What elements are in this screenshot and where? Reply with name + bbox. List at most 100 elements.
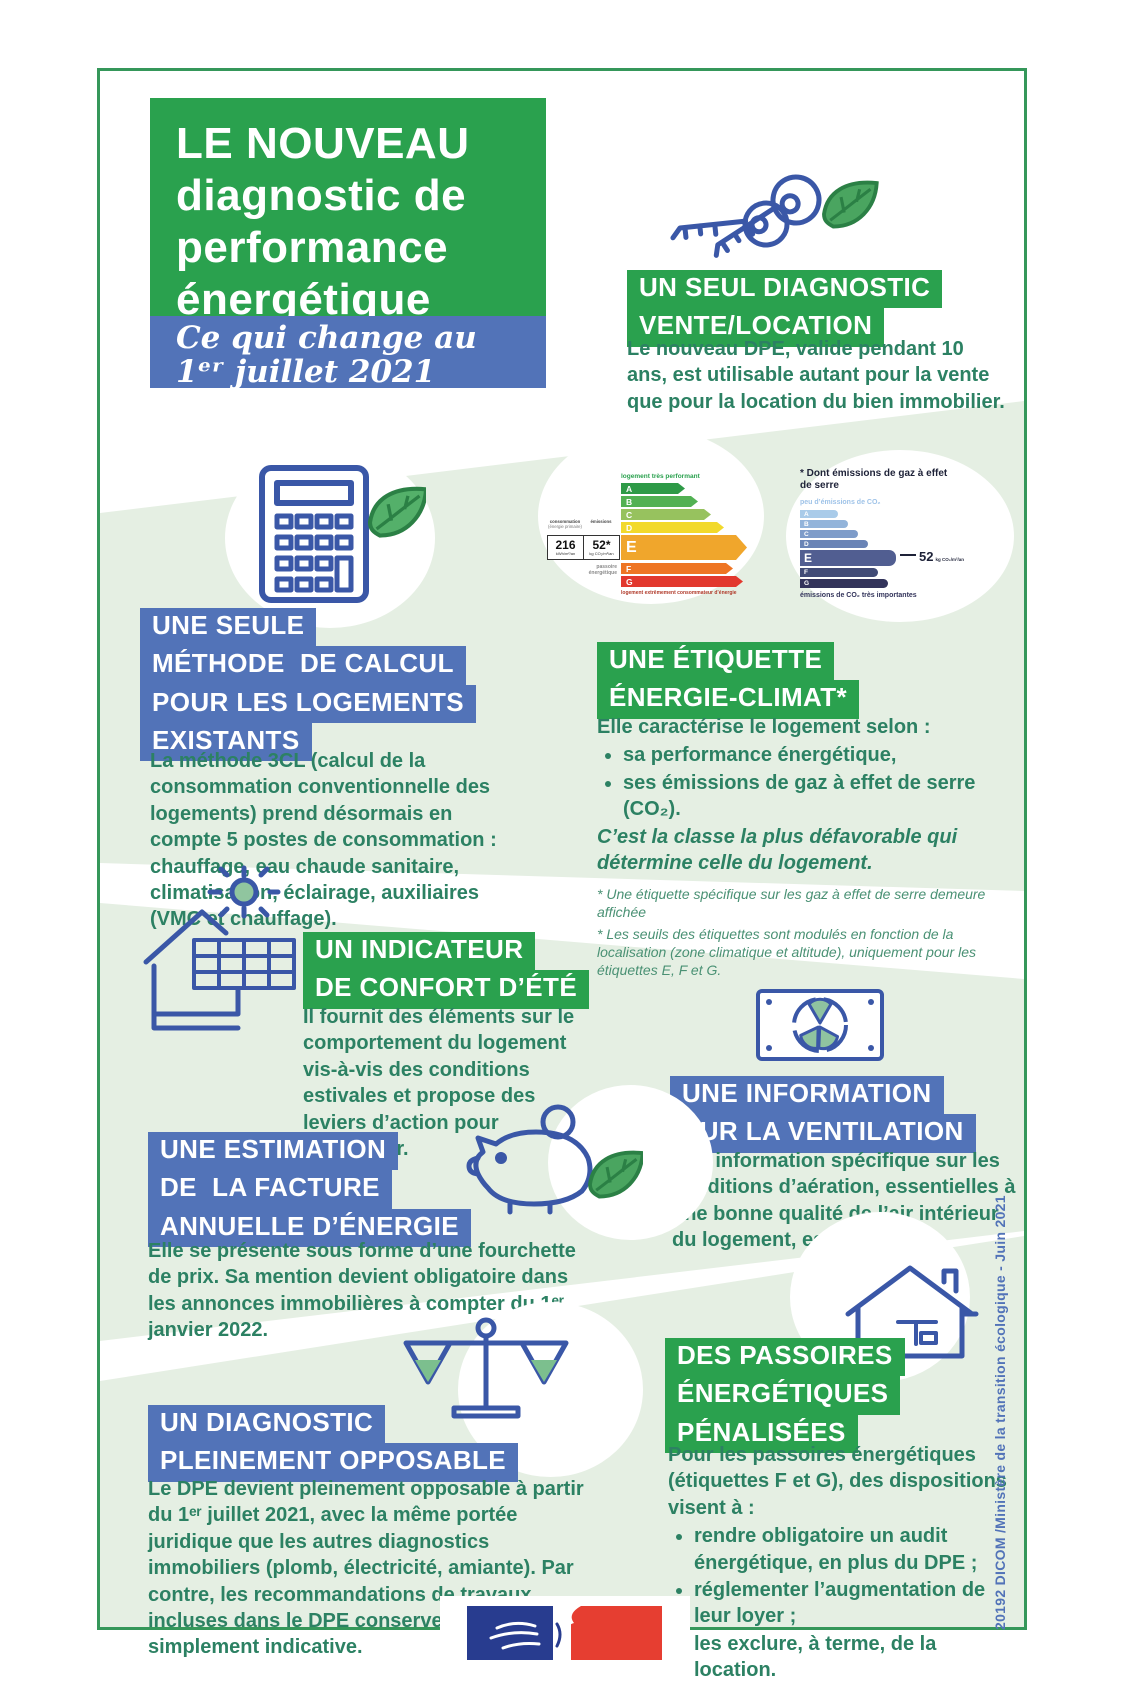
title-line: performance bbox=[176, 223, 449, 272]
climate-top-caption: peu d’émissions de CO₂ bbox=[800, 499, 881, 506]
etiquette-footnote: * Une étiquette spécifique sur les gaz à… bbox=[597, 886, 986, 921]
banner-line: DE LA FACTURE bbox=[148, 1170, 392, 1209]
banner-line: UN INDICATEUR bbox=[303, 932, 536, 971]
passoires-banner: DES PASSOIRES ÉNERGÉTIQUES PÉNALISÉES bbox=[665, 1338, 905, 1453]
list-item: ses émissions de gaz à effet de serre (C… bbox=[623, 770, 1001, 823]
climate-class-letter: F bbox=[804, 569, 808, 576]
leaf-icon bbox=[367, 486, 426, 538]
subtitle-line: 1ᵉʳ juillet 2021 bbox=[176, 354, 436, 390]
methode-banner: UNE SEULE MÉTHODE DE CALCUL POUR LES LOG… bbox=[140, 608, 477, 762]
dpe-value-headers: consommation (énergie primaire) émission… bbox=[547, 519, 619, 530]
banner-line: UNE INFORMATION bbox=[670, 1076, 944, 1115]
banner-line: UNE SEULE bbox=[140, 608, 317, 647]
passoires-bullet-list: rendre obligatoire un audit énergétique,… bbox=[668, 1523, 1008, 1683]
dpe-side-caption-line: passoire bbox=[596, 564, 617, 570]
leaf-icon bbox=[588, 1150, 643, 1199]
dpe-co2-unit: kg CO₂/m²/an bbox=[589, 551, 614, 556]
passoires-intro: Pour les passoires énergétiques (étiquet… bbox=[668, 1444, 1007, 1519]
banner-line: SUR LA VENTILATION bbox=[670, 1114, 976, 1153]
etiquette-intro: Elle caractérise le logement selon : bbox=[597, 716, 931, 738]
dpe-energy-value-cell: 216 kWh/m²/an bbox=[548, 536, 583, 559]
climate-class-letter: A bbox=[804, 510, 809, 518]
climate-class-letter: D bbox=[804, 540, 809, 548]
vente-location-banner: UN SEUL DIAGNOSTIC VENTE/LOCATION bbox=[627, 270, 943, 347]
french-government-logo bbox=[467, 1606, 662, 1660]
dpe-class-letter: C bbox=[626, 509, 633, 520]
subtitle-block: Ce qui change au 1ᵉʳ juillet 2021 bbox=[150, 316, 546, 390]
banner-line: DE CONFORT D’ÉTÉ bbox=[303, 970, 590, 1009]
dpe-class-letter: E bbox=[626, 538, 637, 556]
dpe-class-letter: F bbox=[626, 563, 632, 574]
dpe-emissions-header: émissions bbox=[590, 519, 612, 524]
etiquette-bullet-list: sa performance énergétique, ses émission… bbox=[597, 742, 1001, 822]
ventilation-banner: UNE INFORMATION SUR LA VENTILATION bbox=[670, 1076, 976, 1153]
dpe-class-letter: G bbox=[626, 576, 633, 587]
house-sun-icon bbox=[143, 865, 296, 1031]
list-item: sa performance énergétique, bbox=[623, 742, 1001, 768]
keys-icon bbox=[670, 174, 879, 258]
dpe-bottom-caption: logement extrêmement consommateur d’éner… bbox=[621, 590, 737, 596]
banner-line: PLEINEMENT OPPOSABLE bbox=[148, 1443, 519, 1482]
subtitle-line: Ce qui change au bbox=[176, 320, 477, 356]
dpe-top-caption: logement très performant bbox=[621, 473, 700, 480]
dpe-co2-value-cell: 52* kg CO₂/m²/an bbox=[583, 536, 619, 559]
title-block: LE NOUVEAU diagnostic de performance éne… bbox=[150, 98, 546, 324]
list-item: réglementer l’augmentation de leur loyer… bbox=[694, 1577, 1008, 1630]
banner-line: ÉNERGIE-CLIMAT* bbox=[597, 680, 860, 719]
dpe-side-caption-line: énergétique bbox=[588, 570, 617, 576]
etiquette-body: Elle caractérise le logement selon : sa … bbox=[597, 714, 1001, 980]
credit-text: 20192 DICOM /Ministère de la transition … bbox=[992, 1195, 1008, 1630]
climate-bottom-caption: émissions de CO₂ très importantes bbox=[800, 592, 917, 599]
dpe-class-letter: A bbox=[626, 483, 633, 494]
dpe-consumption-subheader: (énergie primaire) bbox=[548, 523, 582, 529]
banner-line: ÉNERGÉTIQUES bbox=[665, 1376, 901, 1415]
list-item: les exclure, à terme, de la location. bbox=[694, 1631, 1008, 1684]
climate-class-letter: C bbox=[804, 530, 809, 538]
etiquette-banner: UNE ÉTIQUETTE ÉNERGIE-CLIMAT* bbox=[597, 642, 860, 719]
opposable-banner: UN DIAGNOSTIC PLEINEMENT OPPOSABLE bbox=[148, 1405, 519, 1482]
calculator-icon bbox=[259, 465, 426, 603]
dpe-climate-label: * Dont émissions de gaz à effet de serre… bbox=[800, 468, 1015, 623]
climate-class-letter: E bbox=[804, 551, 813, 565]
climate-class-letter: G bbox=[804, 580, 810, 587]
piggy-bank-icon bbox=[466, 1104, 643, 1215]
banner-line: UN SEUL DIAGNOSTIC bbox=[627, 270, 943, 309]
title-line: LE NOUVEAU bbox=[176, 119, 470, 168]
climate-co2-unit: kg CO₂/m²/an bbox=[935, 557, 964, 562]
dpe-values: 216 kWh/m²/an 52* kg CO₂/m²/an bbox=[547, 535, 620, 560]
dpe-energy-label: logement très performant A B C D E F G c… bbox=[545, 473, 760, 608]
etiquette-footnote: * Les seuils des étiquettes sont modulés… bbox=[597, 926, 976, 978]
estimation-body: Elle se présente sous forme d’une fourch… bbox=[148, 1240, 576, 1342]
banner-line: POUR LES LOGEMENTS bbox=[140, 684, 477, 723]
climate-value-dash bbox=[900, 554, 916, 556]
estimation-banner: UNE ESTIMATION DE LA FACTURE ANNUELLE D’… bbox=[148, 1132, 472, 1247]
passoires-body: Pour les passoires énergétiques (étiquet… bbox=[668, 1442, 1008, 1685]
climate-co2-value: 52 bbox=[919, 549, 934, 564]
banner-line: VENTE/LOCATION bbox=[627, 308, 885, 347]
climate-class-letter: B bbox=[804, 520, 809, 528]
title-line: diagnostic de bbox=[176, 171, 467, 220]
leaf-icon bbox=[822, 180, 879, 229]
banner-line: PÉNALISÉES bbox=[665, 1414, 858, 1453]
vente-location-body: Le nouveau DPE, valide pendant 10 ans, e… bbox=[627, 338, 1005, 413]
banner-line: MÉTHODE DE CALCUL bbox=[140, 646, 466, 685]
banner-line: UNE ESTIMATION bbox=[148, 1132, 399, 1171]
banner-line: ANNUELLE D’ÉNERGIE bbox=[148, 1208, 472, 1247]
ventilation-fan-icon bbox=[756, 989, 884, 1061]
etiquette-note: C’est la classe la plus défavorable qui … bbox=[597, 825, 958, 874]
dpe-class-letter: D bbox=[626, 522, 633, 533]
climate-value: 52 kg CO₂/m²/an bbox=[900, 549, 964, 564]
title-line: énergétique bbox=[176, 275, 431, 324]
dpe-energy-unit: kWh/m²/an bbox=[555, 551, 576, 556]
climate-title: * Dont émissions de gaz à effet de serre bbox=[800, 468, 948, 491]
banner-line: UNE ÉTIQUETTE bbox=[597, 642, 835, 681]
dpe-co2-value: 52* bbox=[592, 538, 611, 552]
confort-banner: UN INDICATEUR DE CONFORT D’ÉTÉ bbox=[303, 932, 590, 1009]
opposable-body: Le DPE devient pleinement opposable à pa… bbox=[148, 1478, 584, 1659]
banner-line: DES PASSOIRES bbox=[665, 1338, 905, 1377]
dpe-consumption-header: consommation bbox=[549, 519, 581, 524]
list-item: rendre obligatoire un audit énergétique,… bbox=[694, 1523, 1008, 1576]
banner-line: EXISTANTS bbox=[140, 722, 312, 762]
scales-icon bbox=[403, 1317, 569, 1419]
